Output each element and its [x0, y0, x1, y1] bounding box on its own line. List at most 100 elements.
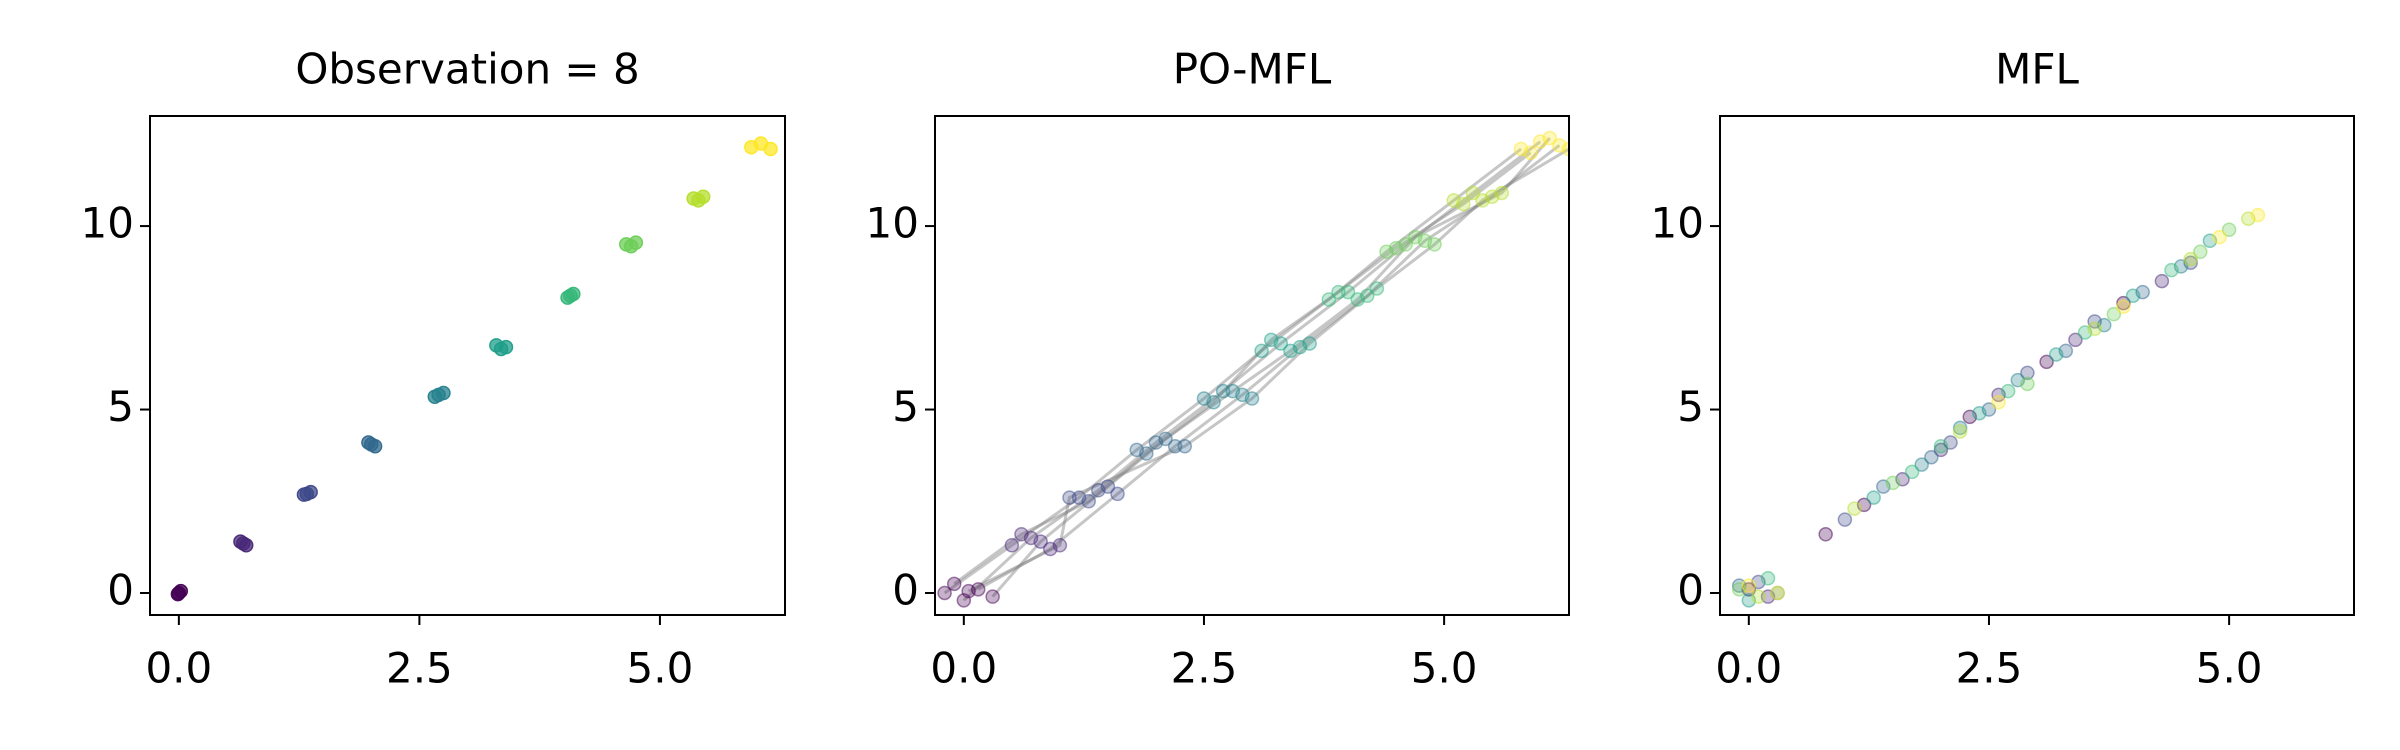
point [1350, 292, 1365, 307]
point [1244, 391, 1260, 406]
point [1456, 196, 1471, 212]
point [1283, 343, 1298, 359]
point [1741, 578, 1757, 593]
point [296, 487, 312, 502]
point [1972, 405, 1987, 421]
point [1139, 446, 1154, 461]
x-tick-label: 5.0 [1411, 644, 1478, 693]
x-tick-label: 0.0 [145, 644, 212, 693]
point [1465, 185, 1481, 201]
subplot-title: Observation = 8 [295, 45, 639, 94]
point [1933, 438, 1949, 454]
point [2125, 288, 2141, 304]
axes-frame [1719, 115, 2355, 616]
point [1388, 240, 1404, 256]
subplot-title: PO-MFL [1173, 45, 1332, 94]
y-tick-label: 5 [892, 382, 919, 431]
point [937, 585, 952, 601]
trajectory [977, 144, 1561, 591]
trajectory [991, 137, 1551, 598]
point [1100, 479, 1116, 494]
point [1427, 237, 1442, 252]
point [170, 586, 186, 602]
y-tick-label: 0 [892, 565, 919, 614]
subplot: Observation = 8 0.0 2.5 5.0 0 5 10 [81, 45, 786, 693]
point [1014, 527, 1029, 542]
point [1254, 343, 1269, 359]
y-tick-label: 10 [1651, 199, 1704, 248]
point [1158, 431, 1173, 447]
point [946, 576, 962, 592]
point [2221, 222, 2237, 237]
point [1408, 229, 1423, 245]
point [1033, 534, 1048, 549]
x-tick-label: 2.5 [1956, 644, 2023, 693]
point [1991, 394, 2006, 410]
point [1866, 490, 1881, 505]
point [1110, 486, 1125, 502]
point [361, 435, 376, 450]
y-tick-label: 0 [107, 565, 134, 614]
trajectory [962, 140, 1542, 602]
x-tick-label: 0.0 [930, 644, 997, 693]
x-tick-label: 5.0 [627, 644, 694, 693]
point [1760, 571, 1776, 586]
point [1952, 424, 1968, 439]
point [493, 341, 509, 357]
axes-frame [149, 115, 786, 616]
trajectory [943, 147, 1522, 595]
point [2106, 306, 2122, 322]
point [1263, 332, 1279, 348]
point [2087, 321, 2102, 337]
point [1321, 292, 1337, 307]
plot-area [1731, 207, 2266, 608]
point [2116, 299, 2131, 315]
point [2000, 383, 2016, 399]
point [2020, 365, 2035, 381]
point [1770, 585, 1785, 601]
point [2183, 251, 2198, 267]
point [2212, 229, 2227, 245]
y-tick-label: 10 [81, 199, 134, 248]
y-tick-label: 0 [1677, 565, 1704, 614]
point [1542, 130, 1558, 146]
point [2250, 207, 2266, 223]
point [1914, 457, 1929, 472]
point [1837, 512, 1853, 527]
point [623, 239, 639, 254]
point [1561, 141, 1569, 157]
point [2164, 262, 2179, 278]
point [1302, 336, 1317, 351]
x-tick-label: 2.5 [1171, 644, 1238, 693]
point [2039, 354, 2054, 370]
point [1933, 442, 1949, 458]
point [1885, 475, 1901, 491]
point [233, 534, 248, 549]
y-tick-label: 5 [107, 382, 134, 431]
x-tick-label: 0.0 [1715, 644, 1782, 693]
subplot: PO-MFL 0.0 2.5 5.0 0 5 10 [866, 45, 1570, 693]
y-tick-label: 10 [866, 199, 919, 248]
point [2116, 295, 2131, 311]
point [2048, 347, 2064, 362]
subplot-title: MFL [1995, 45, 2079, 94]
y-tick-label: 5 [1677, 382, 1704, 431]
point [1475, 193, 1490, 208]
point [691, 193, 706, 208]
subplot: MFL 0.0 2.5 5.0 0 5 10 [1651, 45, 2355, 693]
point [1004, 538, 1020, 553]
point [1952, 420, 1968, 436]
point [2068, 332, 2083, 348]
point [1751, 589, 1766, 604]
point [560, 290, 575, 305]
point [2193, 244, 2208, 260]
x-tick-label: 2.5 [386, 644, 453, 693]
point [1818, 527, 1833, 542]
trajectory [967, 147, 1569, 593]
point [1847, 501, 1862, 516]
plot-area [170, 136, 778, 602]
point [1331, 284, 1346, 300]
point [1062, 490, 1077, 505]
